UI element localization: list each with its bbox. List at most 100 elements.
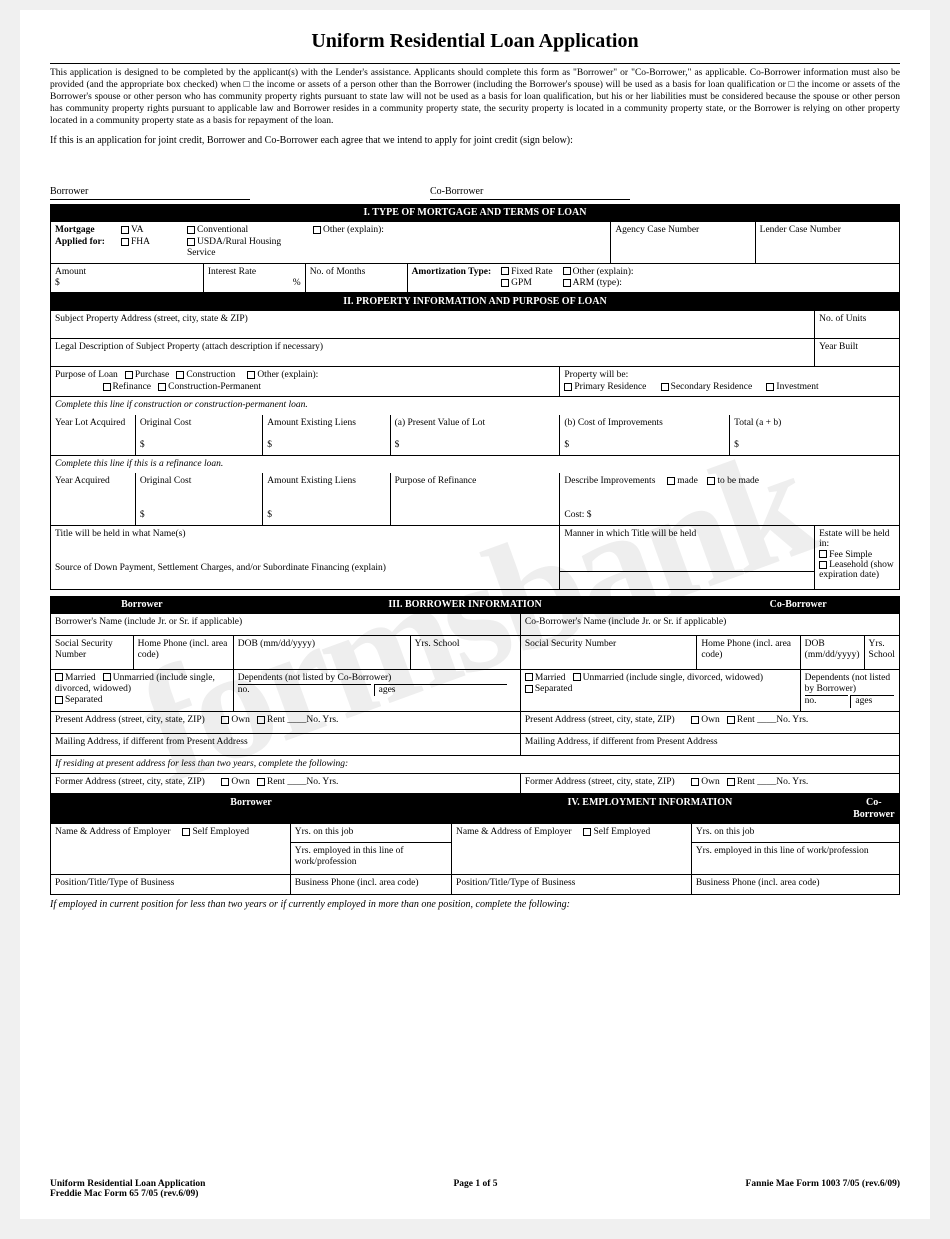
titleheld-label[interactable]: Title will be held in what Name(s) — [55, 529, 186, 539]
purchase-label: Purchase — [135, 370, 169, 380]
manner-title-cell[interactable]: Manner in which Title will be held — [560, 525, 815, 571]
secondary-checkbox[interactable] — [661, 383, 669, 391]
b-school-cell[interactable]: Yrs. School — [410, 635, 520, 669]
fixed-checkbox[interactable] — [501, 267, 509, 275]
borrower-sig[interactable]: Borrower — [50, 186, 250, 200]
b-dep-ages[interactable]: ages — [374, 684, 508, 696]
c-ssn-cell[interactable]: Social Security Number — [520, 635, 696, 669]
c-dep-no[interactable]: no. — [805, 695, 848, 707]
b-position-cell[interactable]: Position/Title/Type of Business — [51, 874, 291, 894]
leasehold-checkbox[interactable] — [819, 561, 827, 569]
c-yrsprof-cell[interactable]: Yrs. employed in this line of work/profe… — [691, 842, 899, 874]
b-dep-no[interactable]: no. — [238, 684, 372, 696]
conv-checkbox[interactable] — [187, 226, 195, 234]
sourcedown-label[interactable]: Source of Down Payment, Settlement Charg… — [55, 563, 386, 573]
year-built-cell[interactable]: Year Built — [815, 339, 900, 367]
arm-checkbox[interactable] — [563, 279, 571, 287]
c-rent-checkbox[interactable] — [727, 716, 735, 724]
b-rent-checkbox[interactable] — [257, 716, 265, 724]
c-present-addr[interactable]: Present Address (street, city, state, ZI… — [525, 715, 675, 725]
primary-checkbox[interactable] — [564, 383, 572, 391]
origcost2-dollar[interactable]: $ — [140, 510, 145, 520]
purpose-refi-cell[interactable]: Purpose of Refinance — [390, 473, 560, 525]
lender-case-cell[interactable]: Lender Case Number — [755, 222, 899, 263]
purchase-checkbox[interactable] — [125, 371, 133, 379]
c-dob-cell[interactable]: DOB (mm/dd/yyyy) — [800, 635, 864, 669]
months-cell[interactable]: No. of Months — [305, 263, 407, 293]
construction-checkbox[interactable] — [176, 371, 184, 379]
c-school-cell[interactable]: Yrs. School — [864, 635, 899, 669]
rate-label: Interest Rate — [208, 267, 256, 277]
other-amort-checkbox[interactable] — [563, 267, 571, 275]
b-noyrs: No. Yrs. — [306, 715, 338, 725]
b-yrsprof-cell[interactable]: Yrs. employed in this line of work/profe… — [290, 842, 451, 874]
c-yrsjob-cell[interactable]: Yrs. on this job — [691, 824, 899, 842]
c-former-rent-checkbox[interactable] — [727, 778, 735, 786]
b-unmarried-checkbox[interactable] — [103, 673, 111, 681]
b-yrsjob-cell[interactable]: Yrs. on this job — [290, 824, 451, 842]
origcost-dollar[interactable]: $ — [140, 440, 145, 450]
b-ssn-cell[interactable]: Social Security Number — [51, 635, 134, 669]
usda-checkbox[interactable] — [187, 238, 195, 246]
total-dollar[interactable]: $ — [734, 440, 739, 450]
coborrower-sig[interactable]: Co-Borrower — [430, 186, 630, 200]
c-separated-checkbox[interactable] — [525, 685, 533, 693]
borrower-name-cell[interactable]: Borrower's Name (include Jr. or Sr. if a… — [51, 613, 521, 635]
tobemade-label: to be made — [717, 476, 759, 486]
c-mailing-addr[interactable]: Mailing Address, if different from Prese… — [520, 733, 899, 755]
liens2-dollar[interactable]: $ — [267, 510, 272, 520]
investment-checkbox[interactable] — [766, 383, 774, 391]
c-busphone-cell[interactable]: Business Phone (incl. area code) — [691, 874, 899, 894]
b-employer-label[interactable]: Name & Address of Employer — [55, 827, 171, 837]
amount-dollar[interactable]: $ — [55, 278, 60, 288]
coborrower-name-cell[interactable]: Co-Borrower's Name (include Jr. or Sr. i… — [520, 613, 899, 635]
b-present-addr[interactable]: Present Address (street, city, state, ZI… — [55, 715, 205, 725]
b-dob-cell[interactable]: DOB (mm/dd/yyyy) — [233, 635, 410, 669]
agency-case-cell[interactable]: Agency Case Number — [611, 222, 755, 263]
b-married-checkbox[interactable] — [55, 673, 63, 681]
presentval-dollar[interactable]: $ — [395, 440, 400, 450]
b-mailing-addr[interactable]: Mailing Address, if different from Prese… — [51, 733, 521, 755]
b-own-checkbox[interactable] — [221, 716, 229, 724]
c-former-own-checkbox[interactable] — [691, 778, 699, 786]
other-purpose-checkbox[interactable] — [247, 371, 255, 379]
c-former-addr[interactable]: Former Address (street, city, state, ZIP… — [525, 777, 675, 787]
b-former-own-checkbox[interactable] — [221, 778, 229, 786]
no-units-cell[interactable]: No. of Units — [815, 311, 900, 339]
other-checkbox[interactable] — [313, 226, 321, 234]
c-own-checkbox[interactable] — [691, 716, 699, 724]
b-former-noyrs: No. Yrs. — [306, 777, 338, 787]
c-position-cell[interactable]: Position/Title/Type of Business — [452, 874, 692, 894]
made-checkbox[interactable] — [667, 477, 675, 485]
c-selfemp-checkbox[interactable] — [583, 828, 591, 836]
legal-desc-cell[interactable]: Legal Description of Subject Property (a… — [51, 339, 815, 367]
c-employer-label[interactable]: Name & Address of Employer — [456, 827, 572, 837]
b-busphone-cell[interactable]: Business Phone (incl. area code) — [290, 874, 451, 894]
liens-label: Amount Existing Liens — [267, 418, 356, 428]
tobemade-checkbox[interactable] — [707, 477, 715, 485]
costimprov-dollar[interactable]: $ — [564, 440, 569, 450]
b-former-addr[interactable]: Former Address (street, city, state, ZIP… — [55, 777, 205, 787]
gpm-checkbox[interactable] — [501, 279, 509, 287]
liens-dollar[interactable]: $ — [267, 440, 272, 450]
fha-checkbox[interactable] — [121, 238, 129, 246]
b-former-own-label: Own — [231, 777, 249, 787]
c-married-checkbox[interactable] — [525, 673, 533, 681]
c-dep-ages[interactable]: ages — [850, 695, 893, 707]
va-checkbox[interactable] — [121, 226, 129, 234]
c-separated-label: Separated — [535, 684, 572, 694]
cost-dollar[interactable]: Cost: $ — [564, 510, 591, 520]
b-separated-checkbox[interactable] — [55, 696, 63, 704]
feesimple-checkbox[interactable] — [819, 550, 827, 558]
refinance-checkbox[interactable] — [103, 383, 111, 391]
b-former-rent-checkbox[interactable] — [257, 778, 265, 786]
b-selfemp-checkbox[interactable] — [182, 828, 190, 836]
subject-addr-cell[interactable]: Subject Property Address (street, city, … — [51, 311, 815, 339]
c-unmarried-checkbox[interactable] — [573, 673, 581, 681]
constrperm-checkbox[interactable] — [158, 383, 166, 391]
section4-note: If employed in current position for less… — [50, 895, 900, 914]
rate-percent[interactable]: % — [293, 278, 301, 289]
b-phone-cell[interactable]: Home Phone (incl. area code) — [133, 635, 233, 669]
c-phone-cell[interactable]: Home Phone (incl. area code) — [697, 635, 800, 669]
section1-table: I. TYPE OF MORTGAGE AND TERMS OF LOAN Mo… — [50, 204, 900, 293]
